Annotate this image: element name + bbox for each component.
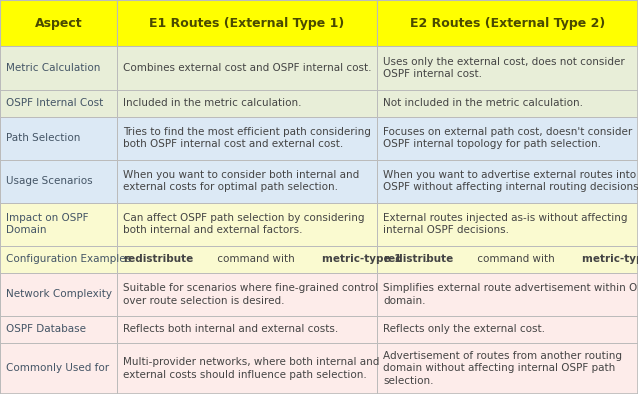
Text: Simplifies external route advertisement within OSPF
domain.: Simplifies external route advertisement … bbox=[383, 283, 638, 305]
Text: Path Selection: Path Selection bbox=[6, 133, 81, 143]
Bar bbox=[117, 246, 377, 273]
Bar bbox=[377, 246, 638, 273]
Text: Can affect OSPF path selection by considering
both internal and external factors: Can affect OSPF path selection by consid… bbox=[123, 213, 365, 236]
Text: command with: command with bbox=[214, 254, 298, 264]
Bar bbox=[0, 117, 117, 160]
Bar bbox=[0, 343, 117, 394]
Bar bbox=[117, 89, 377, 117]
Text: Reflects both internal and external costs.: Reflects both internal and external cost… bbox=[123, 324, 338, 335]
Text: Suitable for scenarios where fine-grained control
over route selection is desire: Suitable for scenarios where fine-graine… bbox=[123, 283, 378, 305]
Bar bbox=[0, 316, 117, 343]
Bar bbox=[377, 203, 638, 246]
Bar bbox=[377, 89, 638, 117]
Bar bbox=[117, 117, 377, 160]
Text: Combines external cost and OSPF internal cost.: Combines external cost and OSPF internal… bbox=[123, 63, 371, 73]
Bar bbox=[377, 0, 638, 46]
Text: Uses only the external cost, does not consider
OSPF internal cost.: Uses only the external cost, does not co… bbox=[383, 57, 625, 79]
Bar bbox=[117, 160, 377, 203]
Text: Included in the metric calculation.: Included in the metric calculation. bbox=[123, 98, 302, 108]
Bar bbox=[0, 46, 117, 89]
Bar bbox=[0, 0, 117, 46]
Text: metric-type 1: metric-type 1 bbox=[322, 254, 402, 264]
Text: metric-type 2: metric-type 2 bbox=[582, 254, 638, 264]
Text: Network Complexity: Network Complexity bbox=[6, 289, 112, 299]
Bar bbox=[117, 203, 377, 246]
Text: command with: command with bbox=[474, 254, 558, 264]
Text: When you want to consider both internal and
external costs for optimal path sele: When you want to consider both internal … bbox=[123, 170, 359, 192]
Text: Reflects only the external cost.: Reflects only the external cost. bbox=[383, 324, 545, 335]
Bar bbox=[0, 160, 117, 203]
Bar bbox=[377, 46, 638, 89]
Bar bbox=[0, 89, 117, 117]
Text: Configuration Examples: Configuration Examples bbox=[6, 254, 131, 264]
Bar bbox=[0, 273, 117, 316]
Bar bbox=[117, 343, 377, 394]
Bar bbox=[117, 0, 377, 46]
Text: Commonly Used for: Commonly Used for bbox=[6, 363, 110, 374]
Text: Multi-provider networks, where both internal and
external costs should influence: Multi-provider networks, where both inte… bbox=[123, 357, 380, 379]
Text: External routes injected as-is without affecting
internal OSPF decisions.: External routes injected as-is without a… bbox=[383, 213, 628, 236]
Text: Impact on OSPF
Domain: Impact on OSPF Domain bbox=[6, 213, 89, 236]
Text: Not included in the metric calculation.: Not included in the metric calculation. bbox=[383, 98, 583, 108]
Bar bbox=[117, 316, 377, 343]
Bar bbox=[117, 273, 377, 316]
Bar bbox=[0, 203, 117, 246]
Text: Tries to find the most efficient path considering
both OSPF internal cost and ex: Tries to find the most efficient path co… bbox=[123, 127, 371, 149]
Text: E1 Routes (External Type 1): E1 Routes (External Type 1) bbox=[149, 17, 345, 30]
Bar bbox=[377, 117, 638, 160]
Text: Advertisement of routes from another routing
domain without affecting internal O: Advertisement of routes from another rou… bbox=[383, 351, 623, 386]
Text: Aspect: Aspect bbox=[34, 17, 82, 30]
Bar bbox=[0, 246, 117, 273]
Text: redistribute: redistribute bbox=[123, 254, 193, 264]
Text: OSPF Database: OSPF Database bbox=[6, 324, 86, 335]
Bar bbox=[117, 46, 377, 89]
Text: redistribute: redistribute bbox=[383, 254, 454, 264]
Bar bbox=[377, 316, 638, 343]
Text: Focuses on external path cost, doesn't consider
OSPF internal topology for path : Focuses on external path cost, doesn't c… bbox=[383, 127, 633, 149]
Text: .: . bbox=[425, 254, 428, 264]
Text: Usage Scenarios: Usage Scenarios bbox=[6, 176, 93, 186]
Bar bbox=[377, 160, 638, 203]
Text: E2 Routes (External Type 2): E2 Routes (External Type 2) bbox=[410, 17, 605, 30]
Bar bbox=[377, 343, 638, 394]
Text: When you want to advertise external routes into
OSPF without affecting internal : When you want to advertise external rout… bbox=[383, 170, 638, 192]
Text: OSPF Internal Cost: OSPF Internal Cost bbox=[6, 98, 103, 108]
Text: Metric Calculation: Metric Calculation bbox=[6, 63, 101, 73]
Bar bbox=[377, 273, 638, 316]
